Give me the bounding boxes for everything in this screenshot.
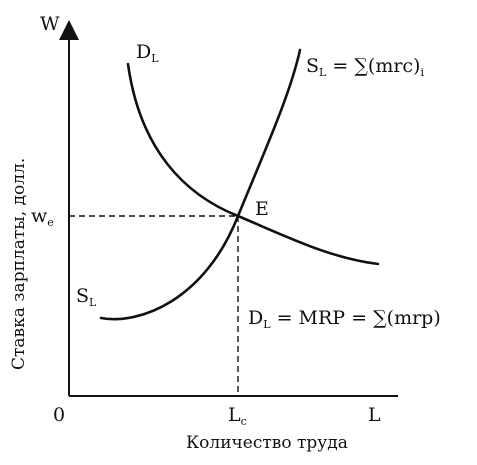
demand-curve-label-bottom: DL = MRP = ∑(mrp) [248,307,441,331]
y-axis-title: Ставка зарплаты, долл. [9,158,29,370]
x-axis-title: Количество труда [186,433,348,453]
supply-curve [99,48,302,321]
demand-curve [126,62,380,266]
wage-tick-label: we [31,205,54,229]
supply-curve-label-top: SL = ∑(mrc)i [306,55,424,79]
quantity-tick-label: Lc [228,404,247,428]
y-axis-symbol: W [40,13,60,35]
origin-label: 0 [53,404,65,426]
demand-curve-label-top: DL [136,41,159,65]
equilibrium-label: E [255,198,269,220]
x-axis-symbol: L [368,404,381,426]
supply-curve-label-bottom: SL [76,285,97,309]
